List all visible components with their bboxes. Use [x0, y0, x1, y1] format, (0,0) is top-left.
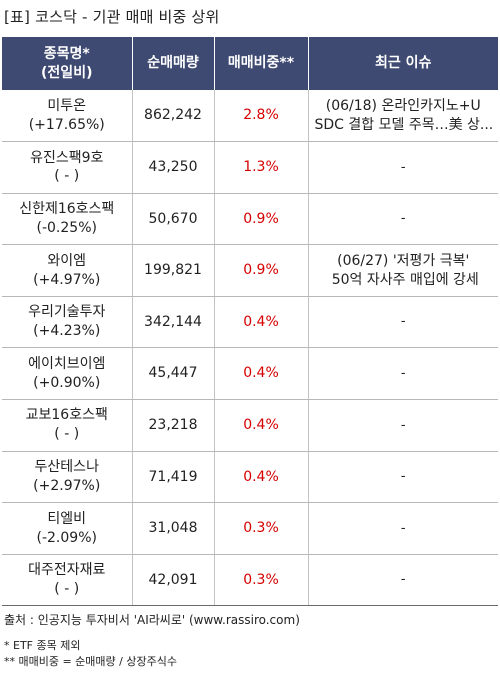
stock-name-cell: 유진스팩9호 ( - ) [2, 141, 133, 194]
stock-name: 우리기술투자 [28, 304, 106, 321]
trade-ratio: 2.8% [214, 90, 309, 143]
issue-line: (06/27) '저평가 극복' [337, 252, 470, 269]
stock-name: 미투온 [47, 97, 87, 114]
net-volume: 71,419 [132, 451, 215, 504]
stock-name-cell: 교보16호스팩 ( - ) [2, 399, 133, 452]
table-row: 교보16호스팩 ( - ) 23,218 0.4% - [2, 399, 498, 452]
table-header-row: 종목명* (전일비) 순매매량 매매비중** 최근 이슈 [2, 37, 498, 90]
issue-line: - [400, 572, 406, 588]
issue-line: - [400, 314, 406, 330]
header-name-label: 종목명* [43, 45, 90, 62]
stock-name-cell: 대주전자재료 ( - ) [2, 554, 133, 607]
trade-ratio: 0.4% [214, 451, 309, 504]
issue-line: - [400, 417, 406, 433]
footnote-etf: * ETF 종목 제외 [4, 639, 81, 652]
recent-issue: - [308, 451, 498, 504]
trade-ratio: 0.4% [214, 347, 309, 401]
issue-line: - [400, 365, 406, 381]
trade-ratio: 1.3% [214, 141, 309, 194]
recent-issue: - [308, 554, 498, 607]
table-row: 에이치브이엠 (+0.90%) 45,447 0.4% - [2, 347, 498, 401]
trade-ratio: 0.9% [214, 193, 309, 246]
issue-line: - [400, 469, 406, 485]
stock-name: 와이엠 [47, 252, 87, 269]
issue-line: SDC 결합 모델 주목…美 상... [314, 116, 493, 133]
header-issue: 최근 이슈 [308, 37, 498, 90]
net-volume: 42,091 [132, 554, 215, 607]
stock-name-cell: 와이엠 (+4.97%) [2, 244, 133, 297]
header-volume: 순매매량 [132, 37, 215, 90]
stock-name: 대주전자재료 [28, 562, 106, 579]
stock-change: (-0.25%) [36, 219, 97, 236]
stock-change: ( - ) [54, 168, 80, 185]
issue-line: - [400, 159, 406, 175]
net-volume: 199,821 [132, 244, 215, 297]
header-name: 종목명* (전일비) [2, 37, 133, 90]
trade-ratio: 0.9% [214, 244, 309, 297]
stock-change: (+4.97%) [33, 271, 101, 288]
recent-issue: - [308, 347, 498, 401]
stock-name-cell: 신한제16호스팩 (-0.25%) [2, 193, 133, 246]
stock-change: ( - ) [54, 581, 80, 598]
recent-issue: - [308, 296, 498, 349]
net-volume: 45,447 [132, 347, 215, 401]
net-volume: 50,670 [132, 193, 215, 246]
trade-ratio: 0.3% [214, 554, 309, 607]
stock-change: (+2.97%) [33, 477, 101, 494]
stock-name: 에이치브이엠 [28, 355, 106, 372]
stock-name-cell: 미투온 (+17.65%) [2, 90, 133, 143]
table-row: 대주전자재료 ( - ) 42,091 0.3% - [2, 554, 498, 607]
recent-issue: (06/27) '저평가 극복' 50억 자사주 매입에 강세 [308, 244, 498, 297]
source-note: 출처 : 인공지능 투자비서 'AI라씨로' (www.rassiro.com) [4, 613, 300, 627]
stock-change: ( - ) [54, 426, 80, 443]
issue-line: (06/18) 온라인카지노+U [325, 97, 481, 114]
trade-ratio: 0.4% [214, 296, 309, 349]
table-row: 티엘비 (-2.09%) 31,048 0.3% - [2, 502, 498, 555]
stock-name: 두산테스나 [34, 459, 99, 476]
net-volume: 862,242 [132, 90, 215, 143]
stock-name: 티엘비 [47, 510, 87, 527]
table-row: 유진스팩9호 ( - ) 43,250 1.3% - [2, 141, 498, 194]
trade-ratio: 0.3% [214, 502, 309, 555]
stock-change: (+4.23%) [33, 323, 101, 340]
issue-line: - [400, 211, 406, 227]
stock-change: (-2.09%) [36, 529, 97, 546]
stock-name: 교보16호스팩 [25, 407, 108, 424]
table-body: 미투온 (+17.65%) 862,242 2.8% (06/18) 온라인카지노+U S… [2, 90, 498, 607]
stock-name-cell: 두산테스나 (+2.97%) [2, 451, 133, 504]
table-row: 와이엠 (+4.97%) 199,821 0.9% (06/27) '저평가 극복' 50… [2, 244, 498, 297]
recent-issue: - [308, 399, 498, 452]
issue-line: - [400, 520, 406, 536]
net-volume: 342,144 [132, 296, 215, 349]
stock-name: 신한제16호스팩 [19, 201, 115, 218]
stock-change: (+17.65%) [28, 116, 105, 133]
trade-ratio: 0.4% [214, 399, 309, 452]
issue-line: 50억 자사주 매입에 강세 [331, 271, 479, 288]
recent-issue: - [308, 502, 498, 555]
header-ratio: 매매비중** [214, 37, 309, 90]
stock-name-cell: 에이치브이엠 (+0.90%) [2, 347, 133, 401]
footnote-ratio: ** 매매비중 = 순매매량 / 상장주식수 [4, 655, 177, 668]
stock-name-cell: 티엘비 (-2.09%) [2, 502, 133, 555]
ranking-table: 종목명* (전일비) 순매매량 매매비중** 최근 이슈 미투온 (+17.65%… [2, 37, 498, 607]
recent-issue: - [308, 193, 498, 246]
table-row: 신한제16호스팩 (-0.25%) 50,670 0.9% - [2, 193, 498, 246]
net-volume: 43,250 [132, 141, 215, 194]
header-change-label: (전일비) [41, 64, 93, 81]
page-title: [표] 코스닥 - 기관 매매 비중 상위 [4, 8, 220, 26]
table-row: 우리기술투자 (+4.23%) 342,144 0.4% - [2, 296, 498, 349]
stock-name-cell: 우리기술투자 (+4.23%) [2, 296, 133, 349]
table-row: 두산테스나 (+2.97%) 71,419 0.4% - [2, 451, 498, 504]
net-volume: 31,048 [132, 502, 215, 555]
recent-issue: (06/18) 온라인카지노+U SDC 결합 모델 주목…美 상... [308, 90, 498, 143]
recent-issue: - [308, 141, 498, 194]
net-volume: 23,218 [132, 399, 215, 452]
table-row: 미투온 (+17.65%) 862,242 2.8% (06/18) 온라인카지노+U S… [2, 90, 498, 143]
stock-change: (+0.90%) [33, 374, 101, 391]
stock-name: 유진스팩9호 [30, 149, 104, 166]
